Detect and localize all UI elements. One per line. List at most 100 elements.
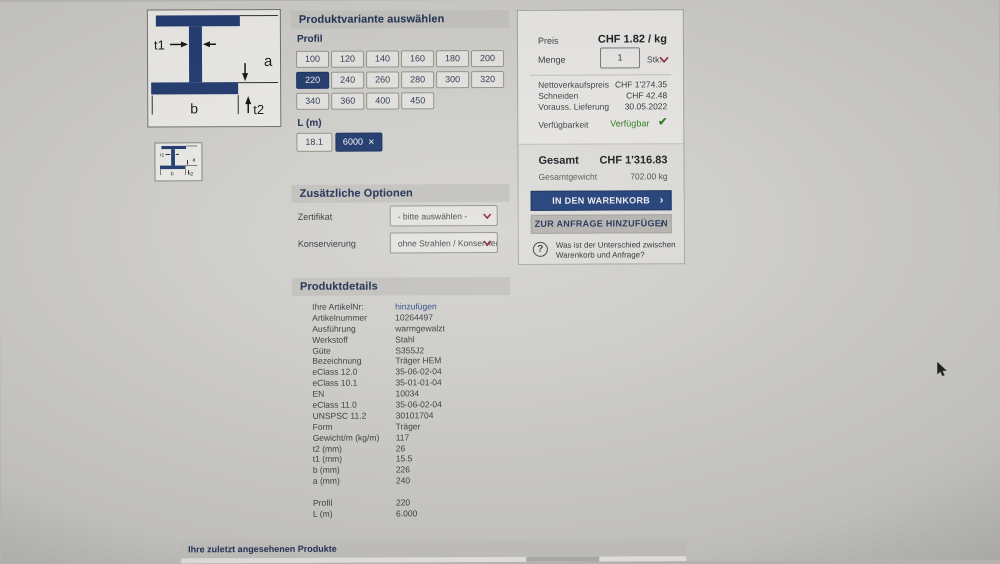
table-row: b (mm)226 (313, 464, 511, 476)
profile-button-320[interactable]: 320 (471, 71, 504, 88)
recent-products-area (181, 556, 686, 563)
profile-button-140[interactable]: 140 (366, 50, 399, 67)
zertifikat-label: Zertifikat (298, 212, 333, 222)
verfuegbarkeit-value: Verfügbar (610, 118, 649, 128)
table-row: t1 (mm)15.5 (313, 453, 511, 465)
table-row: Ihre ArtikelNr:hinzufügen (312, 301, 510, 313)
svg-text:t1: t1 (160, 152, 164, 157)
price-panel: Preis CHF 1.82 / kg Menge 1 Stk. Nettove… (517, 9, 685, 265)
recent-product-thumbnail[interactable] (526, 557, 599, 562)
mouse-cursor-icon (936, 362, 947, 377)
section-header-produktvariante: Produktvariante auswählen (291, 10, 509, 29)
profile-button-row-1: 100 120 140 160 180 200 (296, 50, 504, 68)
chevron-down-icon (483, 213, 492, 219)
profile-button-240[interactable]: 240 (331, 72, 364, 89)
zertifikat-select[interactable]: - bitte auswählen - (390, 205, 498, 226)
gesamt-value: CHF 1'316.83 (599, 154, 667, 166)
zertifikat-select-value: - bitte auswählen - (398, 211, 467, 221)
profile-button-100[interactable]: 100 (296, 51, 329, 68)
profile-button-120[interactable]: 120 (331, 51, 364, 68)
lieferung-value: 30.05.2022 (625, 101, 668, 111)
chevron-down-icon (483, 240, 492, 246)
diagram-label-t1: t1 (154, 37, 165, 52)
length-tag-18-1[interactable]: 18.1 (296, 133, 332, 152)
section-header-recent-products: Ihre zuletzt angesehenen Produkte (181, 539, 686, 558)
konservierung-select[interactable]: ohne Strahlen / Konservier... (390, 232, 498, 253)
length-tag-6000-value: 6000 (343, 134, 363, 151)
table-row: t2 (mm)26 (313, 443, 511, 455)
gesamtgewicht-label: Gesamtgewicht (539, 172, 598, 182)
check-icon: ✔ (658, 115, 667, 128)
profil-label: Profil (297, 34, 323, 45)
gesamtgewicht-value: 702.00 kg (630, 171, 667, 181)
profile-button-300[interactable]: 300 (436, 71, 469, 88)
hinzufuegen-link[interactable]: hinzufügen (395, 301, 510, 312)
diagram-label-t2: t2 (253, 102, 264, 117)
section-header-optionen: Zusätzliche Optionen (292, 184, 510, 203)
verfuegbarkeit-label: Verfügbarkeit (538, 120, 588, 130)
profile-button-340[interactable]: 340 (296, 93, 329, 110)
section-header-produktdetails: Produktdetails (292, 277, 510, 296)
price-panel-summary: Gesamt CHF 1'316.83 Gesamtgewicht 702.00… (518, 143, 684, 264)
schneiden-value: CHF 42.48 (626, 90, 667, 100)
svg-text:t2: t2 (189, 171, 193, 176)
help-text: Was ist der Unterschied zwischen Warenko… (556, 240, 676, 260)
profile-button-row-3: 340 360 400 450 (296, 92, 434, 110)
diagram-label-a: a (264, 53, 273, 70)
lieferung-label: Vorauss. Lieferung (538, 102, 609, 112)
preis-label: Preis (538, 36, 559, 46)
profile-button-220-selected[interactable]: 220 (296, 72, 329, 89)
divider (530, 74, 671, 76)
close-icon[interactable]: ✕ (368, 138, 375, 146)
help-icon[interactable]: ? (533, 242, 548, 257)
arrow-right-icon: › (660, 215, 664, 233)
profile-button-260[interactable]: 260 (366, 71, 399, 88)
netto-value: CHF 1'274.35 (615, 79, 667, 89)
length-tag-6000[interactable]: 6000 ✕ (335, 133, 383, 152)
table-row: L (m)6.000 (313, 508, 511, 520)
table-row: Gewicht/m (kg/m)117 (313, 432, 511, 444)
length-tags: 18.1 6000 ✕ (296, 133, 382, 152)
schneiden-label: Schneiden (538, 91, 578, 101)
netto-label: Nettoverkaufspreis (538, 80, 609, 90)
gesamt-label: Gesamt (538, 155, 578, 167)
profile-button-360[interactable]: 360 (331, 93, 364, 110)
product-diagram: t1 a b t2 (147, 9, 282, 128)
profile-button-400[interactable]: 400 (366, 92, 399, 109)
svg-text:a: a (193, 157, 196, 163)
add-to-cart-label: IN DEN WARENKORB (552, 195, 650, 205)
konservierung-label: Konservierung (298, 239, 356, 249)
profile-button-200[interactable]: 200 (471, 50, 504, 67)
profile-button-450[interactable]: 450 (401, 92, 434, 109)
add-to-cart-button[interactable]: IN DEN WARENKORB › (531, 190, 672, 211)
table-row: a (mm)240 (313, 475, 511, 487)
svg-text:b: b (171, 171, 174, 177)
quantity-input[interactable]: 1 (600, 47, 640, 68)
profile-button-160[interactable]: 160 (401, 50, 434, 67)
chevron-down-icon[interactable] (659, 56, 669, 63)
profile-button-row-2: 220 240 260 280 300 320 (296, 71, 504, 89)
preis-value: CHF 1.82 / kg (598, 33, 667, 45)
add-to-request-label: ZUR ANFRAGE HINZUFÜGEN (535, 218, 668, 229)
length-label: L (m) (297, 118, 321, 129)
profile-button-280[interactable]: 280 (401, 71, 434, 88)
h-beam-diagram-icon: t1 a b t2 (148, 10, 281, 127)
diagram-label-b: b (190, 100, 198, 116)
h-beam-thumbnail-icon: t1 a b t2 (156, 144, 200, 178)
product-thumbnail[interactable]: t1 a b t2 (154, 142, 202, 181)
profile-button-180[interactable]: 180 (436, 50, 469, 67)
add-to-request-button[interactable]: ZUR ANFRAGE HINZUFÜGEN › (531, 214, 672, 234)
